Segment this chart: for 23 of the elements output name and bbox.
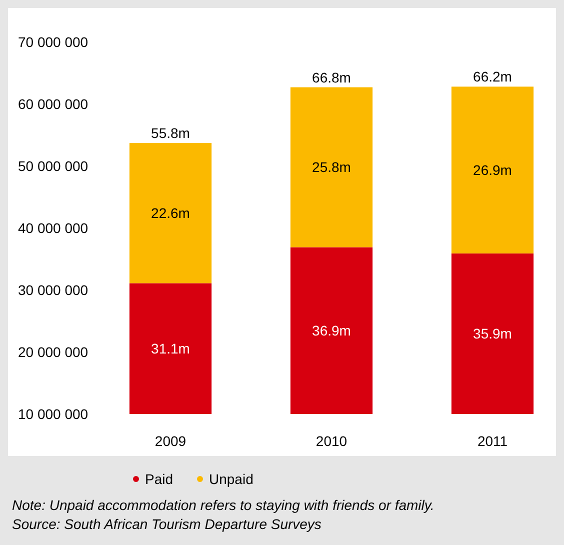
data-label: 35.9m xyxy=(473,326,512,342)
text: Note: Unpaid accommodation refers to staying with friends or family. xyxy=(12,497,434,513)
data-label: 36.9m xyxy=(312,322,351,339)
y-tick-label: 60 000 000 xyxy=(18,96,88,112)
y-tick-label: 10 000 000 xyxy=(18,406,88,422)
data-label: 25.8m xyxy=(312,159,351,176)
y-tick-label: 30 000 000 xyxy=(18,282,88,298)
x-tick-label: 2009 xyxy=(154,433,186,449)
x-tick-label: 2011 xyxy=(477,433,508,449)
y-tick-label: 70 000 000 xyxy=(18,34,88,50)
y-tick-label: 40 000 000 xyxy=(18,220,88,236)
y-tick-label: 50 000 000 xyxy=(18,158,88,174)
legend-label: Unpaid xyxy=(209,471,254,487)
legend-label: Paid xyxy=(145,471,174,487)
data-label: 22.6m xyxy=(151,205,190,222)
y-tick-label: 20 000 000 xyxy=(18,344,88,360)
x-tick-label: 2010 xyxy=(316,433,348,449)
source-note: Source: South African Tourism Departure Surveys xyxy=(12,516,322,532)
data-label: 26.9m xyxy=(473,162,512,178)
data-label: 31.1m xyxy=(151,340,190,357)
annotation: 66.8m xyxy=(312,69,351,86)
annotation: 66.2m xyxy=(473,68,512,85)
annotation: 55.8m xyxy=(151,125,190,142)
